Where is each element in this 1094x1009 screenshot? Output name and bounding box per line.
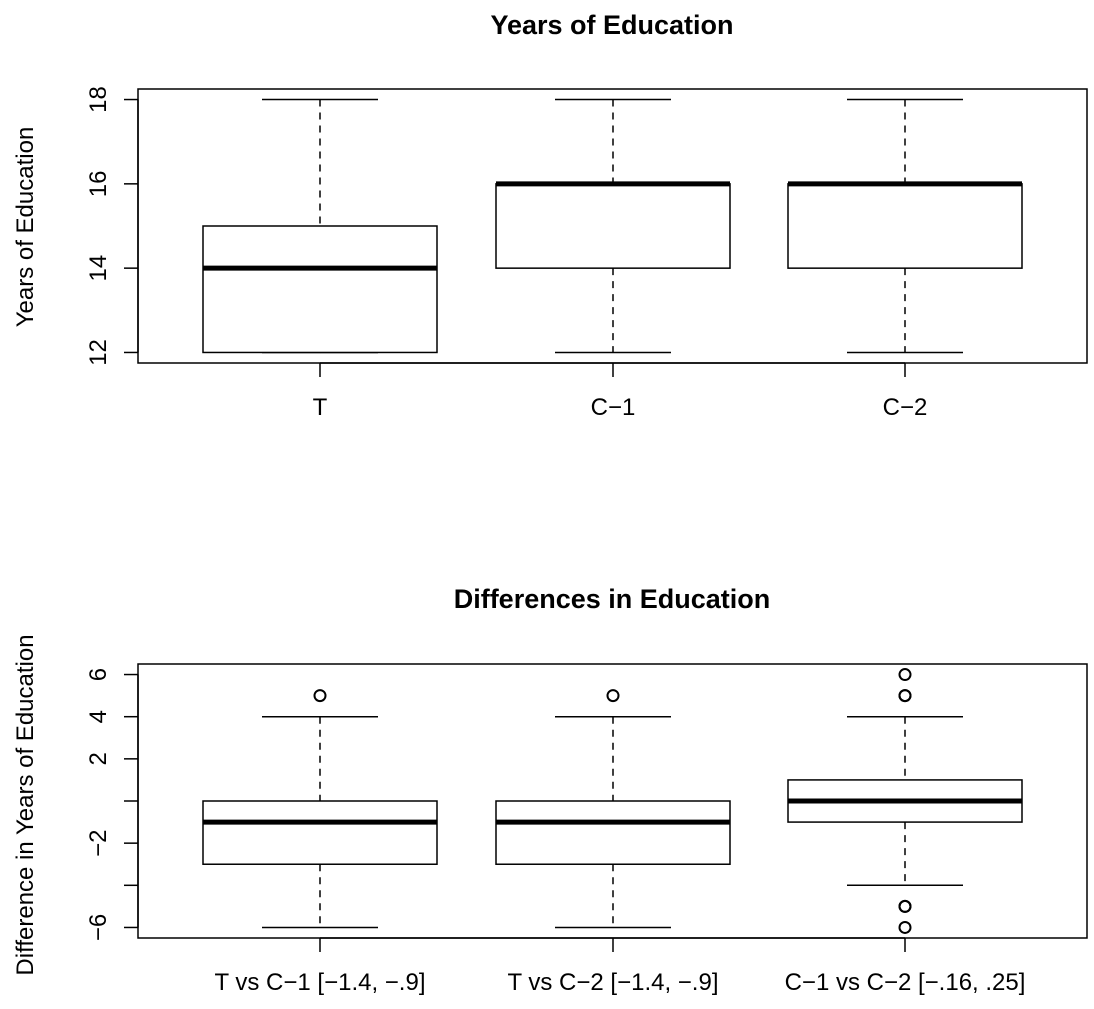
x-tick-label: C−2: [883, 394, 928, 421]
x-tick-label: C−1 vs C−2 [−.16, .25]: [785, 969, 1026, 996]
box-2: [495, 689, 731, 929]
chart-title: Differences in Education: [454, 584, 771, 614]
outlier-point: [606, 689, 620, 703]
y-axis-label: Years of Education: [12, 127, 39, 328]
boxes: [202, 668, 1023, 934]
outlier-point: [898, 920, 912, 934]
outlier-point: [898, 668, 912, 682]
iqr-box: [495, 800, 731, 865]
y-axis: 12 14 16 18: [85, 86, 139, 366]
y-tick-label: 4: [85, 710, 112, 723]
chart-title: Years of Education: [490, 10, 733, 40]
y-tick-label: 2: [85, 752, 112, 765]
boxes: [202, 98, 1023, 354]
iqr-box: [202, 800, 438, 865]
box-3: [787, 668, 1023, 934]
y-tick-label: 18: [85, 86, 112, 113]
y-tick-label: 14: [85, 255, 112, 282]
box-3: [787, 98, 1023, 354]
y-tick-label: −6: [85, 914, 112, 941]
iqr-box: [202, 225, 438, 354]
x-axis: T C−1 C−2: [313, 362, 928, 421]
outlier-point: [898, 899, 912, 913]
outlier-point: [313, 689, 327, 703]
x-tick-label: T: [313, 394, 328, 421]
panel-differences-in-education: Differences in Education Difference in Y…: [12, 584, 1088, 996]
y-tick-label: 16: [85, 170, 112, 197]
y-tick-label: 12: [85, 339, 112, 366]
y-axis: −6 −2 2 4 6: [85, 668, 139, 941]
box-1: [202, 98, 438, 354]
x-tick-label: T vs C−1 [−1.4, −.9]: [214, 969, 425, 996]
box-2: [495, 98, 731, 354]
x-tick-label: T vs C−2 [−1.4, −.9]: [507, 969, 718, 996]
x-tick-label: C−1: [591, 394, 636, 421]
box-1: [202, 689, 438, 929]
panel-years-of-education: Years of Education Years of Education 12…: [12, 10, 1088, 421]
y-tick-label: −2: [85, 829, 112, 856]
iqr-box: [787, 183, 1023, 269]
iqr-box: [495, 183, 731, 269]
x-axis: T vs C−1 [−1.4, −.9] T vs C−2 [−1.4, −.9]…: [214, 937, 1026, 996]
y-tick-label: 6: [85, 668, 112, 681]
y-axis-label: Difference in Years of Education: [12, 634, 39, 975]
outlier-point: [898, 689, 912, 703]
